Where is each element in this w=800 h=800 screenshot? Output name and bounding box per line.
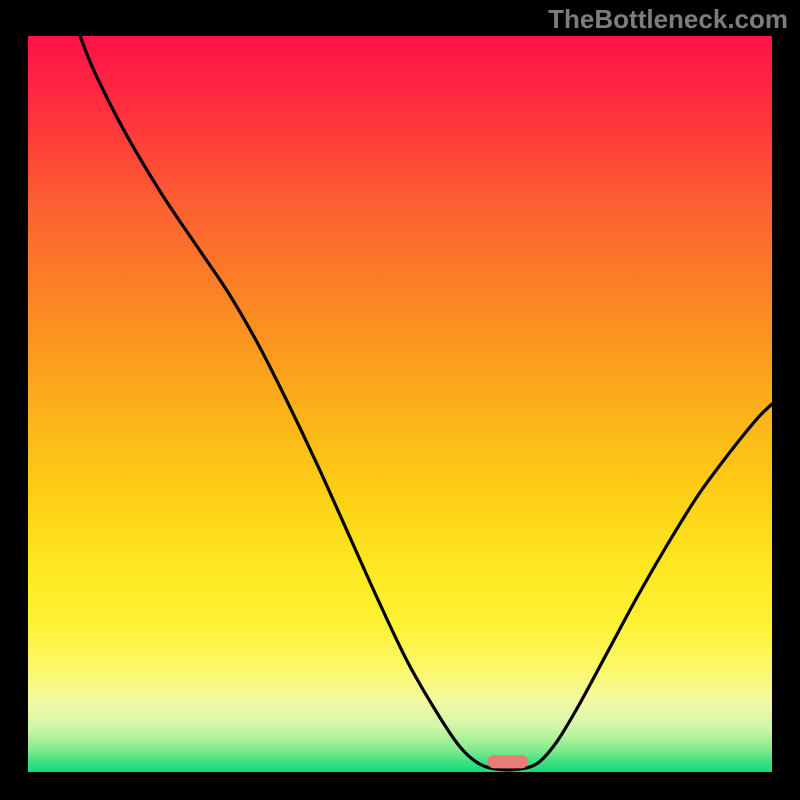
watermark-text: TheBottleneck.com	[548, 4, 788, 35]
optimum-marker	[487, 755, 528, 768]
plot-background	[28, 36, 772, 772]
bottleneck-chart	[0, 0, 800, 800]
chart-stage: TheBottleneck.com	[0, 0, 800, 800]
